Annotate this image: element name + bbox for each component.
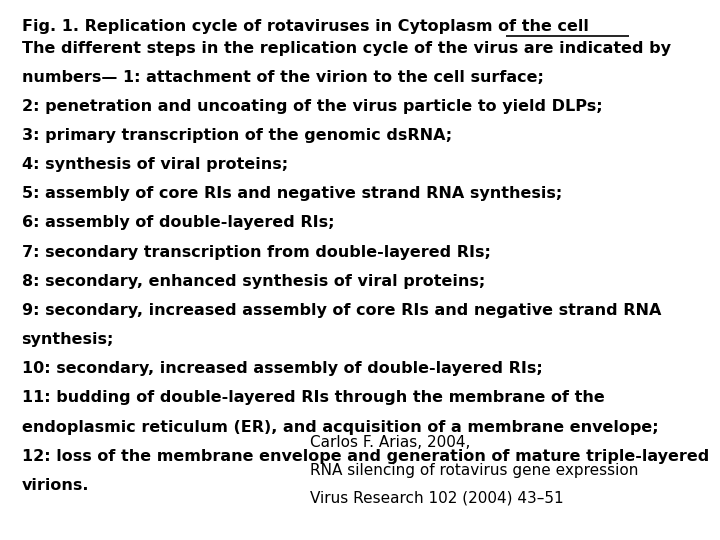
Text: The different steps in the replication cycle of the virus are indicated by: The different steps in the replication c… <box>22 40 670 56</box>
Text: synthesis;: synthesis; <box>22 332 114 347</box>
Text: numbers— 1: attachment of the virion to the cell surface;: numbers— 1: attachment of the virion to … <box>22 70 544 85</box>
Text: virions.: virions. <box>22 478 89 493</box>
Text: 4: synthesis of viral proteins;: 4: synthesis of viral proteins; <box>22 157 288 172</box>
Text: 9: secondary, increased assembly of core RIs and negative strand RNA: 9: secondary, increased assembly of core… <box>22 303 661 318</box>
Text: 3: primary transcription of the genomic dsRNA;: 3: primary transcription of the genomic … <box>22 128 451 143</box>
Text: 7: secondary transcription from double-layered RIs;: 7: secondary transcription from double-l… <box>22 245 490 260</box>
Text: 12: loss of the membrane envelope and generation of mature triple-layered: 12: loss of the membrane envelope and ge… <box>22 449 709 464</box>
Text: Fig. 1. Replication cycle of rotaviruses in Cytoplasm: Fig. 1. Replication cycle of rotaviruses… <box>22 19 492 34</box>
Text: 6: assembly of double-layered RIs;: 6: assembly of double-layered RIs; <box>22 215 334 231</box>
Text: RNA silencing of rotavirus gene expression: RNA silencing of rotavirus gene expressi… <box>310 463 638 478</box>
Text: 2: penetration and uncoating of the virus particle to yield DLPs;: 2: penetration and uncoating of the viru… <box>22 99 602 114</box>
Text: 10: secondary, increased assembly of double-layered RIs;: 10: secondary, increased assembly of dou… <box>22 361 542 376</box>
Text: Virus Research 102 (2004) 43–51: Virus Research 102 (2004) 43–51 <box>310 491 563 506</box>
Text: Fig. 1. Replication cycle of rotaviruses in Cytoplasm of the cell: Fig. 1. Replication cycle of rotaviruses… <box>22 19 588 34</box>
Text: endoplasmic reticulum (ER), and acquisition of a membrane envelope;: endoplasmic reticulum (ER), and acquisit… <box>22 420 658 435</box>
Text: 8: secondary, enhanced synthesis of viral proteins;: 8: secondary, enhanced synthesis of vira… <box>22 274 485 289</box>
Text: 11: budding of double-layered RIs through the membrane of the: 11: budding of double-layered RIs throug… <box>22 390 604 406</box>
Text: 5: assembly of core RIs and negative strand RNA synthesis;: 5: assembly of core RIs and negative str… <box>22 186 562 201</box>
Text: Carlos F. Arias, 2004,: Carlos F. Arias, 2004, <box>310 435 470 450</box>
Text: Fig. 1. Replication cycle of rotaviruses in: Fig. 1. Replication cycle of rotaviruses… <box>22 19 397 34</box>
